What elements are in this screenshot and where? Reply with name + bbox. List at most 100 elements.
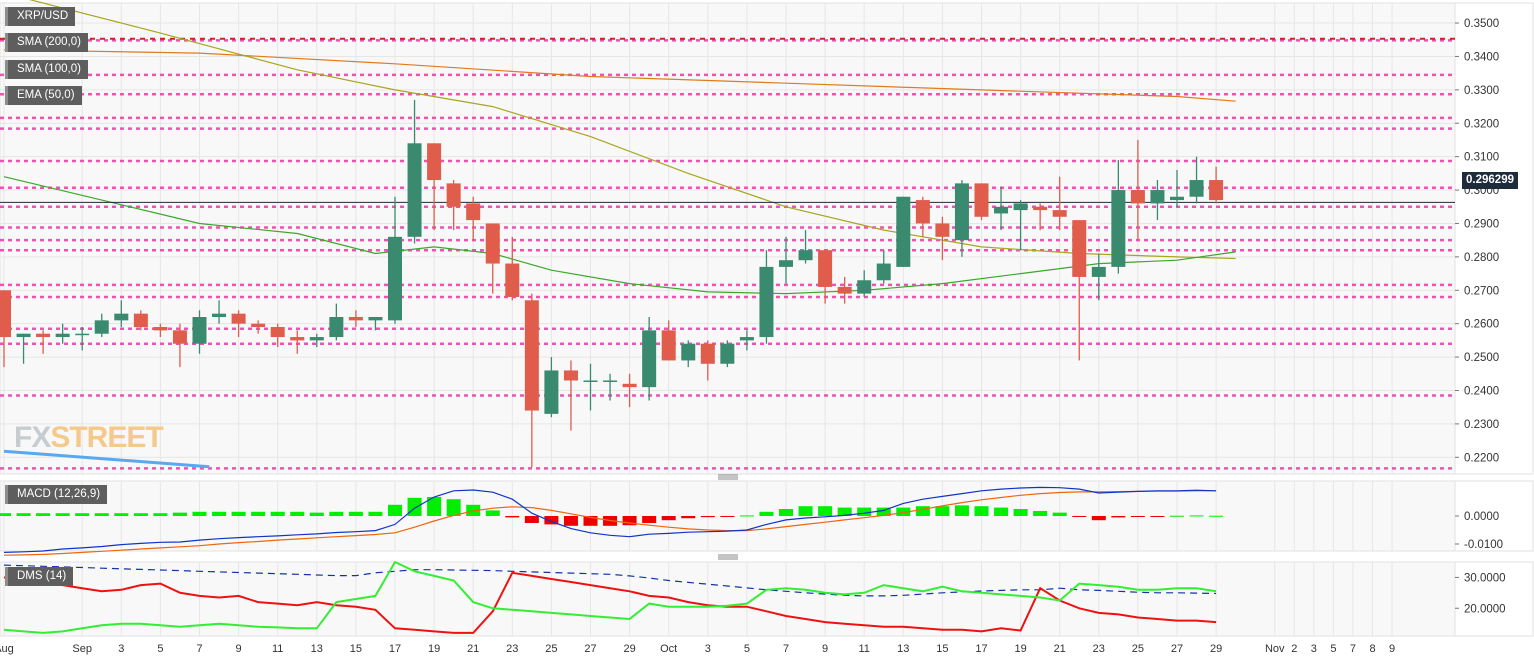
y-tick-label: 0.2600 bbox=[1464, 319, 1499, 331]
sma100-label[interactable]: SMA (100,0) bbox=[5, 60, 88, 79]
macd-hist-bar bbox=[759, 511, 774, 516]
x-tick-label: 23 bbox=[506, 643, 518, 655]
y-tick-label: 0.2500 bbox=[1464, 352, 1499, 364]
x-tick-label: 9 bbox=[1389, 643, 1395, 655]
candle-body bbox=[739, 337, 754, 341]
dms-tick-label: 30.0000 bbox=[1464, 572, 1506, 584]
macd-hist-bar bbox=[270, 511, 285, 516]
pane-resize-handle-0[interactable] bbox=[718, 474, 738, 480]
y-tick-label: 0.3100 bbox=[1464, 152, 1499, 164]
candle-body bbox=[153, 327, 168, 331]
candle-body bbox=[94, 320, 109, 334]
x-tick-label: Nov bbox=[1265, 643, 1285, 655]
candle-body bbox=[348, 317, 363, 321]
candle-body bbox=[231, 313, 246, 324]
candle-body bbox=[1052, 210, 1067, 217]
macd-hist-bar bbox=[563, 516, 578, 526]
macd-hist-bar bbox=[1130, 516, 1145, 517]
macd-hist-bar bbox=[622, 516, 637, 526]
macd-hist-bar bbox=[1111, 516, 1126, 518]
candle-body bbox=[994, 206, 1009, 214]
macd-hist-bar bbox=[1091, 516, 1106, 521]
x-tick-label: 21 bbox=[467, 643, 479, 655]
sma200-label[interactable]: SMA (200,0) bbox=[5, 33, 88, 52]
logo-text-fx: FX bbox=[14, 421, 51, 454]
candle-body bbox=[583, 380, 598, 382]
macd-hist-bar bbox=[1033, 510, 1048, 516]
macd-hist-bar bbox=[94, 513, 109, 516]
x-tick-label: 15 bbox=[350, 643, 362, 655]
macd-line bbox=[3, 486, 1217, 553]
candle-body bbox=[329, 317, 344, 338]
macd-label[interactable]: MACD (12,26,9) bbox=[5, 485, 108, 504]
axis-background-2 bbox=[1454, 561, 1534, 637]
symbol-label[interactable]: XRP/USD bbox=[5, 7, 76, 26]
x-tick-label: 13 bbox=[897, 643, 909, 655]
pane-resize-handle-1[interactable] bbox=[718, 554, 738, 560]
macd-hist-bar bbox=[309, 512, 324, 516]
candle-body bbox=[388, 236, 402, 321]
x-tick-label: 7 bbox=[1350, 643, 1356, 655]
candle-body bbox=[172, 330, 187, 344]
y-tick-label: 0.2200 bbox=[1464, 452, 1499, 464]
macd-hist-bar bbox=[368, 511, 383, 516]
candle-body bbox=[16, 333, 31, 338]
candle-body bbox=[485, 223, 500, 264]
macd-hist-bar bbox=[779, 509, 793, 516]
candle-body bbox=[837, 286, 852, 294]
macd-hist-bar bbox=[935, 506, 950, 516]
x-tick-label: Aug bbox=[0, 643, 14, 655]
x-tick-label: 23 bbox=[1093, 643, 1105, 655]
dms-plus-di-line bbox=[3, 560, 1217, 634]
x-tick-label: 5 bbox=[1330, 643, 1336, 655]
x-tick-label: 21 bbox=[1054, 643, 1066, 655]
x-tick-label: 27 bbox=[584, 643, 596, 655]
candle-body bbox=[75, 333, 90, 336]
candle-body bbox=[212, 313, 227, 317]
macd-hist-bar bbox=[133, 513, 148, 516]
current-price-badge: 0.296299 bbox=[1462, 172, 1518, 189]
candle-body bbox=[1189, 180, 1204, 197]
candle-body bbox=[36, 333, 51, 338]
candle-body bbox=[1013, 203, 1028, 211]
candle-body bbox=[524, 300, 539, 411]
macd-hist-bar bbox=[251, 511, 266, 516]
x-tick-label: 11 bbox=[858, 643, 869, 655]
macd-hist-bar bbox=[681, 516, 696, 519]
trendline bbox=[3, 449, 210, 469]
dms-label[interactable]: DMS (14) bbox=[5, 567, 74, 586]
ema50-label[interactable]: EMA (50,0) bbox=[5, 86, 82, 105]
macd-hist-bar bbox=[583, 516, 598, 526]
x-tick-label: 25 bbox=[1132, 643, 1144, 655]
macd-hist-bar bbox=[212, 511, 227, 516]
candle-body bbox=[681, 343, 696, 361]
x-tick-label: 9 bbox=[236, 643, 242, 655]
macd-hist-bar bbox=[290, 511, 305, 516]
x-tick-label: 11 bbox=[272, 643, 283, 655]
macd-hist-bar bbox=[857, 507, 872, 516]
x-tick-label: 3 bbox=[1311, 643, 1317, 655]
candle-body bbox=[309, 337, 324, 341]
candle-body bbox=[622, 383, 637, 388]
candle-body bbox=[1209, 180, 1224, 201]
candle-body bbox=[114, 313, 129, 321]
pane-background-2 bbox=[0, 561, 1456, 637]
x-tick-label: 17 bbox=[975, 643, 987, 655]
macd-hist-bar bbox=[388, 504, 402, 516]
macd-hist-bar bbox=[700, 516, 715, 518]
macd-hist-bar bbox=[192, 511, 207, 516]
macd-hist-bar bbox=[798, 506, 813, 516]
candle-body bbox=[55, 333, 70, 338]
macd-hist-bar bbox=[642, 516, 657, 523]
candle-body bbox=[661, 330, 676, 361]
macd-hist-bar bbox=[505, 516, 520, 518]
y-tick-label: 0.2300 bbox=[1464, 419, 1499, 431]
candle-body bbox=[1091, 266, 1106, 277]
candle-body bbox=[896, 196, 911, 267]
macd-hist-bar bbox=[1209, 515, 1224, 517]
macd-hist-bar bbox=[55, 513, 70, 516]
candle-body bbox=[0, 290, 11, 338]
candle-body bbox=[1033, 206, 1048, 211]
y-tick-label: 0.2800 bbox=[1464, 252, 1499, 264]
candle-body bbox=[407, 143, 422, 237]
